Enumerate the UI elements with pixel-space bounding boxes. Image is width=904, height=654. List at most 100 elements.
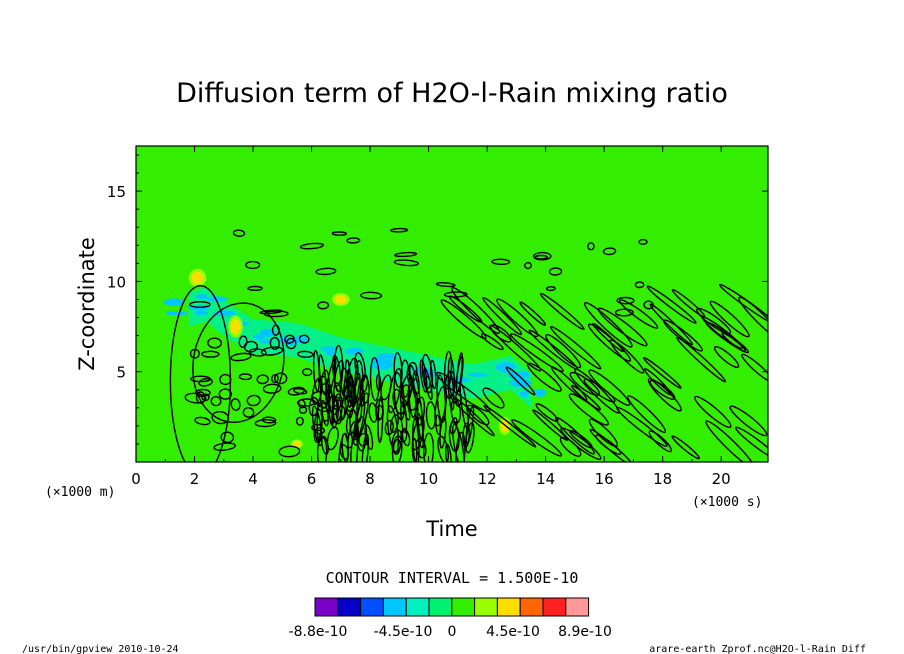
contour-line <box>242 406 255 418</box>
contour-line <box>480 333 504 351</box>
contour-line <box>295 416 304 426</box>
contour-line <box>648 430 673 453</box>
x-tick-label: 0 <box>131 470 141 488</box>
x-tick-label: 10 <box>419 470 438 488</box>
contour-line <box>262 383 282 394</box>
contour-line <box>443 291 468 298</box>
contour-line <box>350 429 359 462</box>
y-tick-label: 10 <box>107 273 126 291</box>
contour-line <box>243 340 258 353</box>
contour-line <box>435 371 491 413</box>
contour-line <box>314 427 326 435</box>
cyan-patch <box>258 338 273 344</box>
contour-line <box>245 260 261 270</box>
colorbar <box>314 597 590 617</box>
contour-line <box>423 432 435 462</box>
contour-line <box>360 374 369 393</box>
contour-line <box>246 394 261 407</box>
cyan-patch <box>165 311 189 316</box>
contour-line <box>647 378 682 412</box>
plot-frame <box>135 145 769 463</box>
contour-line <box>595 434 622 455</box>
contour-line <box>738 296 768 342</box>
x-tick-label: 6 <box>307 470 317 488</box>
contour-line <box>568 393 609 426</box>
contour-line <box>207 337 222 349</box>
contour-line <box>318 354 327 396</box>
contour-line <box>505 366 536 396</box>
contour-line <box>331 398 340 429</box>
contour-line <box>195 391 206 404</box>
contour-line <box>539 292 585 331</box>
cyan-patch <box>195 294 208 300</box>
contour-line <box>230 398 241 411</box>
contour-line <box>401 428 411 447</box>
contour-line <box>452 423 465 462</box>
contour-line <box>569 429 593 449</box>
contour-line <box>274 372 288 385</box>
contour-line <box>550 325 602 370</box>
contour-lines <box>169 227 768 462</box>
colorbar-swatch <box>474 597 498 617</box>
colorbar-label: 4.5e-10 <box>486 624 540 640</box>
contour-line <box>380 374 392 401</box>
contour-line <box>701 316 743 349</box>
x-tick-label: 2 <box>190 470 200 488</box>
contour-line <box>435 282 456 288</box>
contour-line <box>627 395 667 433</box>
cyan-patch <box>259 328 277 337</box>
contour-line <box>437 435 450 462</box>
contour-line <box>421 353 434 394</box>
x-axis-label: Time <box>425 517 477 541</box>
contour-line <box>694 395 732 428</box>
contour-line <box>393 259 419 267</box>
contour-line <box>298 406 308 414</box>
contour-line <box>238 373 253 381</box>
contour-line <box>411 437 418 462</box>
contour-line <box>649 303 694 346</box>
contour-line <box>671 435 700 460</box>
contour-line <box>588 369 631 406</box>
cyan-patch <box>468 372 488 377</box>
y-tick-label: 5 <box>116 364 126 382</box>
contour-line <box>643 368 672 396</box>
contour-line <box>545 333 582 369</box>
contour-line <box>455 355 464 393</box>
contour-line <box>324 357 337 401</box>
contour-line <box>346 237 361 244</box>
contour-line <box>263 310 289 318</box>
contour-line <box>450 398 462 424</box>
contour-line <box>435 414 442 435</box>
colorbar-label: 0 <box>448 624 457 640</box>
contour-line <box>219 373 232 386</box>
contour-line <box>297 350 314 358</box>
contour-line <box>302 368 313 377</box>
chart-title: Diffusion term of H2O-l-Rain mixing rati… <box>176 78 728 109</box>
x-tick-label: 14 <box>536 470 555 488</box>
contour-line <box>189 348 200 359</box>
contour-line <box>519 301 547 326</box>
x-tick-label: 4 <box>248 470 258 488</box>
contour-line <box>569 371 601 396</box>
contour-line <box>482 296 523 336</box>
contour-line <box>230 352 252 362</box>
contour-line <box>361 433 370 462</box>
contour-line <box>315 267 337 276</box>
contour-line <box>510 332 564 373</box>
contour-line <box>709 300 750 338</box>
contour-line <box>369 356 380 402</box>
contour-line <box>375 373 382 392</box>
cyan-patch <box>163 298 185 307</box>
contour-line <box>195 388 211 398</box>
contour-line <box>402 399 411 421</box>
contour-line <box>210 395 222 407</box>
contour-line <box>548 267 563 276</box>
contour-line <box>696 307 732 335</box>
contour-line <box>248 348 267 357</box>
contour-line <box>642 356 682 389</box>
yellow-blob <box>191 271 204 284</box>
colorbar-swatch <box>405 597 430 617</box>
contour-line <box>198 377 213 387</box>
contour-line <box>676 336 727 383</box>
contour-line <box>465 422 475 454</box>
